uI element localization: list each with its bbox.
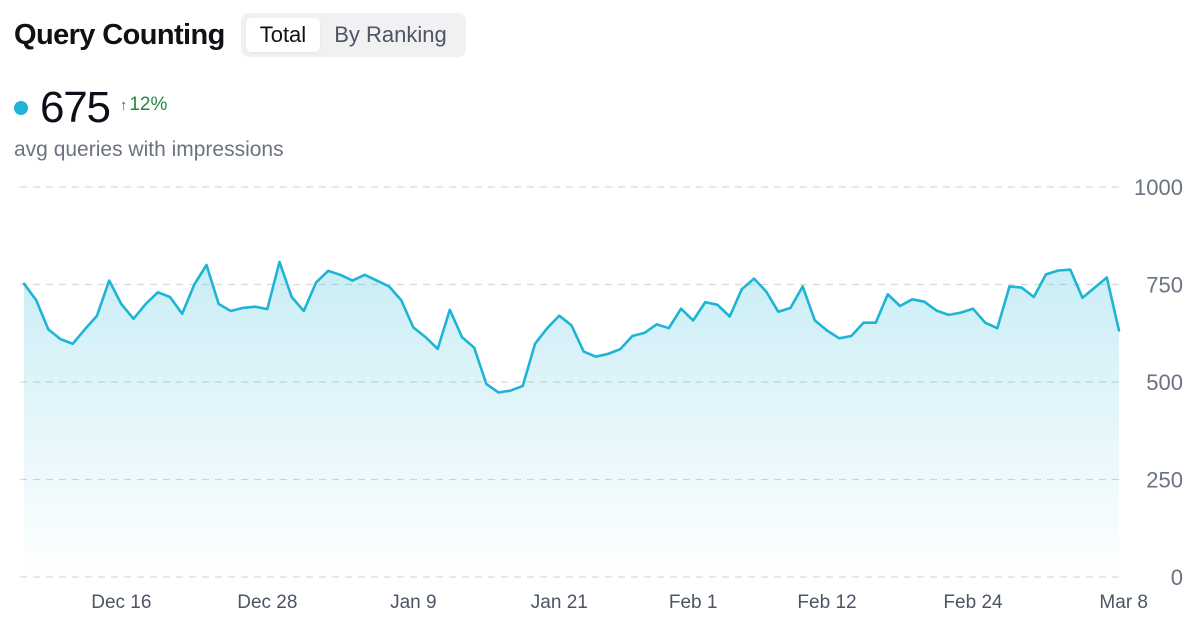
change-badge: ↑ 12%: [120, 94, 168, 116]
metric-label: avg queries with impressions: [14, 138, 284, 161]
x-tick-label: Feb 1: [669, 592, 718, 613]
page-title: Query Counting: [14, 18, 225, 51]
change-value: 12%: [129, 94, 168, 115]
y-tick-label: 500: [1146, 370, 1183, 395]
arrow-up-icon: ↑: [119, 96, 128, 114]
series-dot-icon: [14, 101, 28, 115]
series-area: [24, 261, 1119, 577]
x-tick-label: Dec 28: [237, 592, 297, 613]
y-tick-label: 1000: [1134, 175, 1183, 200]
x-tick-label: Jan 21: [531, 592, 588, 613]
header: Query Counting Total By Ranking: [14, 8, 466, 62]
x-tick-label: Feb 24: [943, 592, 1003, 613]
series-line: [22, 260, 1121, 394]
view-tabs: Total By Ranking: [240, 13, 466, 57]
y-tick-label: 0: [1171, 565, 1183, 590]
x-tick-label: Feb 12: [797, 592, 856, 613]
x-tick-label: Jan 9: [390, 592, 436, 613]
x-tick-label: Mar 8: [1099, 592, 1148, 613]
metric-summary: 675 ↑ 12%: [14, 82, 167, 134]
y-tick-label: 250: [1146, 468, 1183, 493]
x-tick-label: Dec 16: [91, 592, 151, 613]
tab-total[interactable]: Total: [245, 18, 321, 52]
y-tick-label: 750: [1146, 273, 1183, 298]
metric-value: 675: [40, 83, 111, 132]
tab-by-ranking[interactable]: By Ranking: [334, 22, 447, 47]
